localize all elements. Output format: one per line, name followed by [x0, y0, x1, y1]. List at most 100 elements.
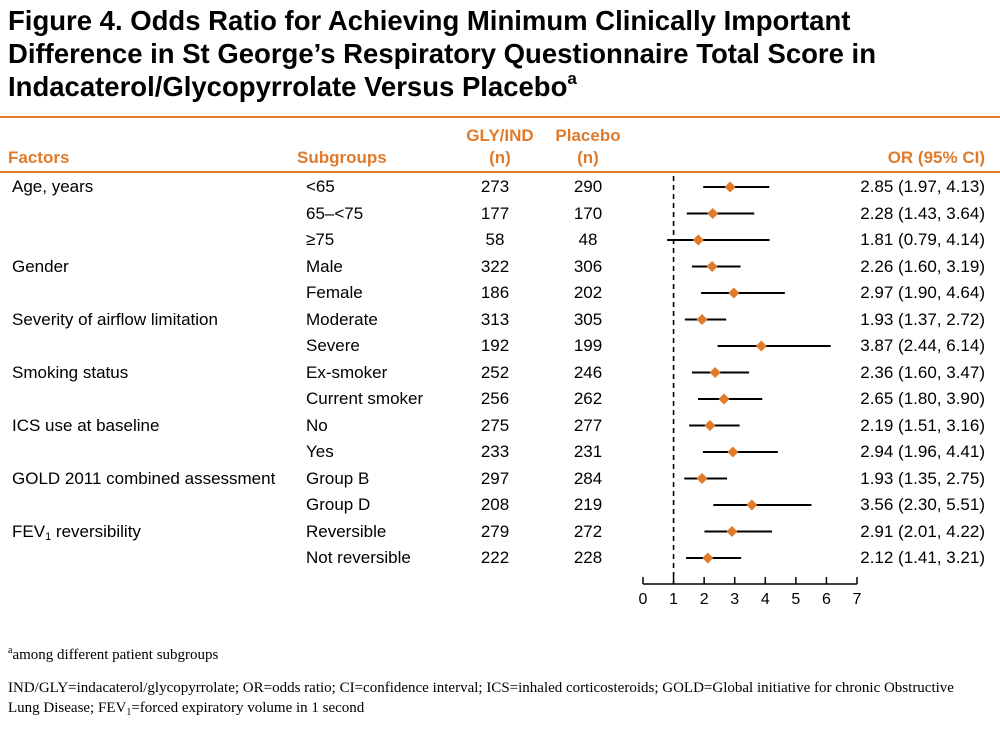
or-ci-value: 2.28 (1.43, 3.64) — [860, 203, 985, 223]
factor-text: Age, years — [12, 177, 94, 196]
table-row: ≥75 58 48 1.81 (0.79, 4.14) — [0, 227, 1000, 253]
factor-rest: reversibility — [51, 521, 141, 541]
gly-n-value: 192 — [480, 336, 510, 355]
placebo-n-value: 228 — [573, 548, 603, 567]
x-tick-label: 1 — [669, 591, 678, 608]
factor-label: Smoking status — [12, 360, 128, 386]
subgroup-label: Ex-smoker — [306, 362, 388, 382]
x-tick-label: 4 — [761, 591, 770, 608]
or-ci-value: 1.93 (1.35, 2.75) — [860, 468, 985, 488]
gly-n-value: 313 — [480, 309, 510, 329]
subgroup-label: No — [306, 415, 328, 435]
subgroup-label: Group B — [306, 468, 370, 488]
placebo-n-value: 277 — [573, 415, 603, 435]
or-marker — [692, 234, 704, 246]
table-row: Current smoker 256 262 2.65 (1.80, 3.90) — [0, 386, 1000, 412]
footnote-a-marker: a — [8, 645, 13, 656]
table-row: ICS use at baseline No 275 277 2.19 (1.51, 3… — [0, 413, 1000, 439]
or-marker — [727, 446, 739, 458]
or-ci-value: 2.65 (1.80, 3.90) — [860, 389, 985, 408]
factor-label: Age, years — [12, 174, 93, 200]
placebo-n-value: 262 — [573, 389, 603, 408]
gly-n-value: 279 — [480, 521, 510, 541]
factor-text: ICS use at baseline — [12, 415, 160, 435]
gly-n-value: 208 — [480, 495, 510, 514]
factor-text: Severity of airflow limitation — [12, 309, 218, 329]
gly-n-value: 322 — [480, 256, 510, 276]
gly-n-value: 252 — [480, 362, 510, 382]
header-placebo-line1: Placebo — [555, 126, 621, 145]
or-ci-value: 2.94 (1.96, 4.41) — [860, 442, 985, 461]
gly-n-value: 297 — [480, 468, 510, 488]
subgroup-label: Severe — [306, 336, 360, 355]
table-row: Group D 208 219 3.56 (2.30, 5.51) — [0, 492, 1000, 518]
table-row: Female 186 202 2.97 (1.90, 4.64) — [0, 280, 1000, 306]
subgroup-label: Moderate — [306, 309, 378, 329]
or-marker — [696, 314, 708, 325]
or-marker — [706, 261, 718, 272]
gly-n-value: 273 — [480, 177, 510, 196]
table-row: GOLD 2011 combined assessment Group B 297 2… — [0, 466, 1000, 492]
table-row: Not reversible 222 228 2.12 (1.41, 3.21) — [0, 545, 1000, 571]
x-tick-label: 3 — [730, 591, 739, 608]
header-placebo-line2: (n) — [577, 148, 599, 167]
top-rule — [0, 116, 1000, 118]
footnote-abbreviations: IND/GLY=indacaterol/glycopyrrolate; OR=o… — [8, 678, 988, 718]
placebo-n-value: 219 — [573, 495, 603, 514]
subgroup-label: Yes — [306, 442, 334, 461]
footnote-abbrev-sub: 1 — [126, 707, 132, 718]
footnote-abbrev-1: IND/GLY=indacaterol/glycopyrrolate; OR=o… — [8, 680, 954, 716]
or-ci-value: 2.85 (1.97, 4.13) — [860, 177, 985, 196]
or-ci-value: 2.26 (1.60, 3.19) — [860, 256, 985, 276]
footnote-a: aamong different patient subgroups — [8, 645, 988, 665]
or-ci-value: 3.56 (2.30, 5.51) — [860, 495, 985, 514]
subgroup-label: <65 — [306, 177, 335, 196]
header-gly-line2: (n) — [489, 148, 511, 167]
table-row: Yes 233 231 2.94 (1.96, 4.41) — [0, 439, 1000, 465]
subgroup-label: Reversible — [306, 521, 387, 541]
placebo-n-value: 306 — [573, 256, 603, 276]
factor-text: Gender — [12, 256, 69, 276]
or-ci-value: 1.93 (1.37, 2.72) — [860, 309, 985, 329]
footnote-abbrev-2: =forced expiratory volume in 1 second — [131, 700, 365, 716]
or-marker — [707, 208, 719, 219]
subgroup-label: Group D — [306, 495, 371, 514]
gly-n-value: 186 — [480, 283, 510, 302]
header-factors: Factors — [8, 148, 70, 167]
subgroup-label: Current smoker — [306, 389, 424, 408]
placebo-n-value: 272 — [573, 521, 603, 541]
header-rule — [0, 171, 1000, 173]
or-ci-value: 2.97 (1.90, 4.64) — [860, 283, 985, 302]
factor-label: ICS use at baseline — [12, 413, 159, 439]
or-marker — [696, 473, 708, 484]
or-marker — [702, 552, 714, 564]
placebo-n-value: 231 — [573, 442, 603, 461]
factor-label: GOLD 2011 combined assessment — [12, 466, 275, 492]
gly-n-value: 256 — [480, 389, 510, 408]
or-marker — [704, 420, 716, 431]
or-ci-value: 2.91 (2.01, 4.22) — [860, 521, 985, 541]
gly-n-value: 233 — [480, 442, 510, 461]
table-row: Severe 192 199 3.87 (2.44, 6.14) — [0, 333, 1000, 359]
factor-text: FEV — [12, 521, 46, 541]
x-tick-label: 0 — [639, 591, 648, 608]
table-row: Gender Male 322 306 2.26 (1.60, 3.19) — [0, 254, 1000, 280]
figure-title-superscript: a — [567, 69, 577, 88]
factor-label: FEV1 reversibility — [12, 519, 141, 545]
or-ci-value: 3.87 (2.44, 6.14) — [860, 336, 985, 355]
or-marker — [724, 181, 736, 193]
factor-text: GOLD 2011 combined assessment — [12, 468, 276, 488]
x-tick-label: 2 — [700, 591, 709, 608]
subgroup-label: 65–<75 — [306, 203, 364, 223]
footnote-a-text: among different patient subgroups — [12, 647, 219, 663]
factor-label: Gender — [12, 254, 69, 280]
gly-n-value: 58 — [485, 230, 505, 249]
figure-title-text: Figure 4. Odds Ratio for Achieving Minim… — [8, 5, 876, 102]
placebo-n-value: 170 — [573, 203, 603, 223]
header-or: OR (95% CI) — [887, 148, 985, 167]
table-row: FEV1 reversibility Reversible 279 272 2.91 (… — [0, 519, 1000, 545]
header-gly-line1: GLY/IND — [466, 126, 534, 145]
factor-text: Smoking status — [12, 362, 129, 382]
gly-n-value: 222 — [480, 548, 510, 567]
